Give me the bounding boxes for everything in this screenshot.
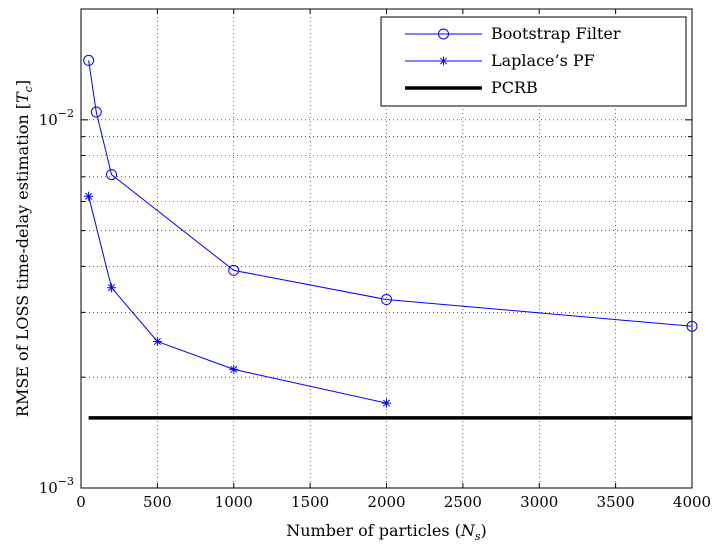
data-point-circle (686, 320, 698, 332)
axis-ticks: 0 500 1000 1500 2000 2500 3000 3500 4000 10−3 10−2 (39, 8, 711, 511)
data-point-circle (106, 169, 118, 181)
series-line (88, 60, 693, 327)
series-line (88, 196, 387, 404)
legend-label: PCRB (491, 78, 538, 97)
legend: Bootstrap Filter Laplace’s PF PCRB (380, 16, 687, 107)
legend-entry: PCRB (405, 78, 538, 97)
y-tick-label: 10−3 (39, 475, 74, 497)
legend-label: Bootstrap Filter (491, 24, 621, 43)
data-point-star (229, 364, 239, 374)
legend-label: Laplace’s PF (491, 51, 595, 70)
x-tick-label: 1000 (215, 493, 253, 511)
x-tick-label: 3500 (597, 493, 635, 511)
legend-entry: Laplace’s PF (405, 51, 595, 70)
data-point-star (382, 398, 391, 408)
series-star (84, 191, 391, 408)
data-point-circle (228, 264, 240, 276)
y-axis-label: RMSE of LOSS time-delay estimation [Tc] (13, 80, 35, 417)
x-tick-label: 500 (143, 493, 172, 511)
data-point-circle (381, 294, 392, 306)
x-tick-label: 3000 (520, 493, 558, 511)
data-point-circle (83, 54, 95, 66)
data-point-star (107, 283, 117, 293)
x-tick-label: 2500 (444, 493, 482, 511)
x-tick-label: 4000 (673, 493, 711, 511)
series-circle (83, 54, 698, 332)
legend-entry: Bootstrap Filter (405, 24, 621, 43)
data-point-circle (438, 28, 449, 40)
x-tick-label: 0 (76, 493, 86, 511)
x-axis-label: Number of particles (Ns) (286, 521, 487, 543)
data-point-star (84, 191, 94, 201)
data-point-circle (90, 106, 102, 118)
x-tick-label: 1500 (291, 493, 329, 511)
data-series (83, 54, 698, 420)
data-point-star (152, 336, 162, 346)
x-tick-label: 2000 (367, 493, 405, 511)
y-tick-label: 10−2 (39, 107, 74, 129)
data-point-star (439, 56, 448, 66)
